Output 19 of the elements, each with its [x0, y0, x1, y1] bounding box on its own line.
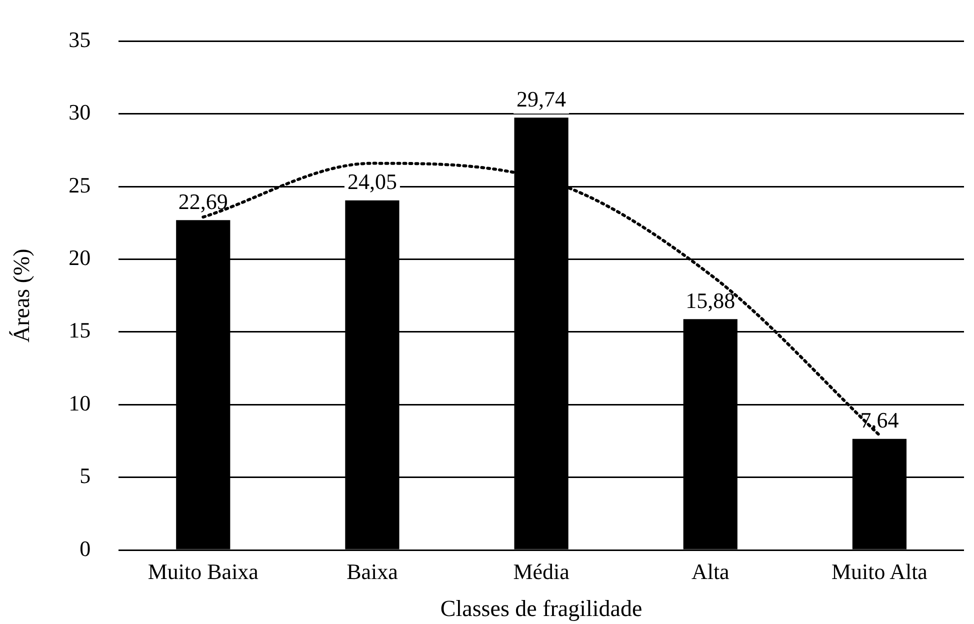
y-axis-title: Áreas (%) [8, 248, 34, 343]
data-label: 29,74 [516, 86, 566, 112]
data-label: 24,05 [347, 169, 397, 194]
y-tick-label: 5 [80, 463, 91, 488]
y-tick-label: 25 [68, 172, 91, 198]
y-tick-label: 35 [68, 26, 91, 52]
x-tick-label: Muito Alta [831, 558, 928, 584]
y-tick-label: 30 [68, 100, 91, 125]
y-tick-label: 10 [68, 390, 91, 416]
y-tick-label: 0 [80, 536, 91, 561]
x-tick-label: Alta [691, 558, 730, 584]
x-tick-label: Muito Baixa [148, 558, 259, 584]
y-tick-label: 20 [68, 245, 91, 270]
x-axis-title: Classes de fragilidade [440, 596, 642, 622]
x-tick-label: Média [513, 558, 570, 584]
x-tick-label: Baixa [346, 558, 398, 584]
data-label: 22,69 [178, 188, 228, 214]
data-label: 15,88 [686, 288, 736, 313]
y-tick-label: 15 [68, 318, 91, 343]
